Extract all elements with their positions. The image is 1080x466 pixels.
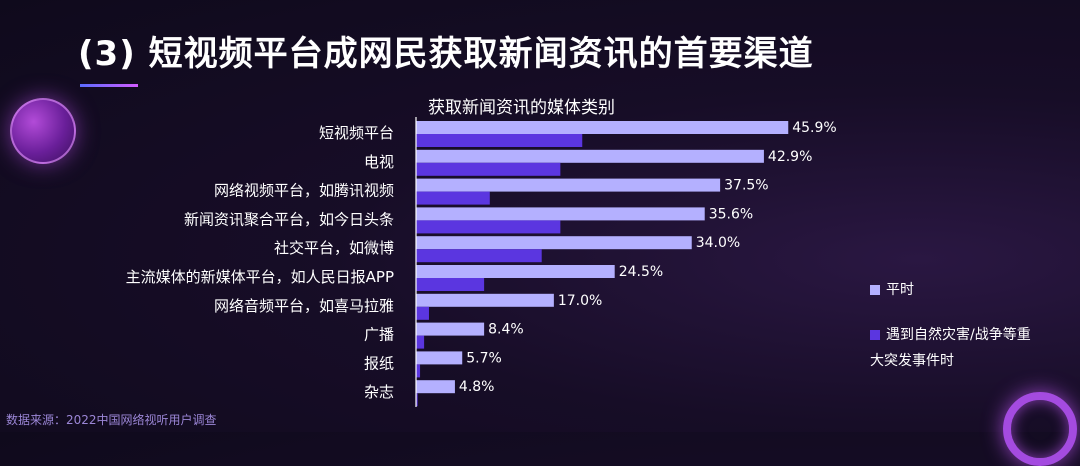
bar-emergency bbox=[416, 335, 425, 349]
bar-normal bbox=[416, 380, 455, 394]
bar-emergency bbox=[416, 278, 485, 291]
bar-chart: 短视频平台 45.9% 电视 42.9% 网络视频平台，如腾讯视频 37.5% 新闻资讯聚合… bbox=[126, 120, 836, 407]
chart-title: 获取新闻资讯的媒体类别 bbox=[428, 98, 615, 118]
category-label: 电视 bbox=[364, 153, 394, 171]
category-label: 网络视频平台，如腾讯视频 bbox=[214, 182, 394, 200]
title-underline bbox=[80, 84, 138, 87]
bar-normal bbox=[416, 236, 692, 250]
value-label: 17.0% bbox=[558, 293, 602, 309]
bar-normal bbox=[416, 293, 554, 307]
decorative-orb-left bbox=[10, 98, 76, 164]
legend-item-normal: 平时 bbox=[870, 279, 914, 299]
value-label: 37.5% bbox=[724, 178, 768, 194]
legend-swatch-emergency bbox=[870, 330, 880, 340]
bar-normal bbox=[416, 351, 463, 365]
bar-normal bbox=[416, 322, 485, 336]
bar-normal bbox=[416, 178, 721, 192]
category-label: 社交平台，如微博 bbox=[274, 239, 394, 257]
value-label: 4.8% bbox=[459, 379, 495, 395]
bar-normal bbox=[416, 149, 764, 163]
value-label: 45.9% bbox=[792, 120, 836, 136]
category-label: 主流媒体的新媒体平台，如人民日报APP bbox=[126, 268, 394, 286]
bar-emergency bbox=[416, 393, 418, 407]
category-label: 短视频平台 bbox=[319, 124, 394, 142]
category-label: 广播 bbox=[364, 326, 394, 344]
legend-swatch-normal bbox=[870, 285, 880, 295]
category-label: 新闻资讯聚合平台，如今日头条 bbox=[184, 210, 394, 228]
page-title: (3) 短视频平台成网民获取新闻资讯的首要渠道 bbox=[78, 34, 814, 74]
bar-emergency bbox=[416, 134, 583, 147]
legend-label-emergency-line1: 遇到自然灾害/战争等重 bbox=[886, 327, 1031, 343]
value-label: 34.0% bbox=[696, 235, 740, 251]
bar-normal bbox=[416, 265, 615, 278]
legend-label-emergency-line2: 大突发事件时 bbox=[870, 353, 954, 369]
value-label: 24.5% bbox=[619, 264, 663, 280]
bar-emergency bbox=[416, 364, 421, 378]
category-label: 网络音频平台，如喜马拉雅 bbox=[214, 297, 394, 315]
category-label: 报纸 bbox=[364, 354, 394, 372]
bar-normal bbox=[416, 121, 789, 134]
legend-item-emergency: 遇到自然灾害/战争等重 大突发事件时 bbox=[870, 322, 1031, 374]
bar-emergency bbox=[416, 191, 490, 205]
bar-emergency bbox=[416, 220, 561, 234]
bar-emergency bbox=[416, 306, 429, 320]
bar-normal bbox=[416, 207, 705, 221]
category-label: 杂志 bbox=[364, 383, 394, 401]
bar-emergency bbox=[416, 162, 561, 176]
data-source: 数据来源：2022中国网络视听用户调查 bbox=[6, 413, 217, 427]
value-label: 42.9% bbox=[768, 149, 812, 165]
value-label: 8.4% bbox=[488, 322, 524, 338]
legend-label-normal: 平时 bbox=[886, 282, 914, 298]
value-label: 5.7% bbox=[466, 350, 502, 366]
bar-emergency bbox=[416, 249, 542, 263]
value-label: 35.6% bbox=[709, 206, 753, 222]
